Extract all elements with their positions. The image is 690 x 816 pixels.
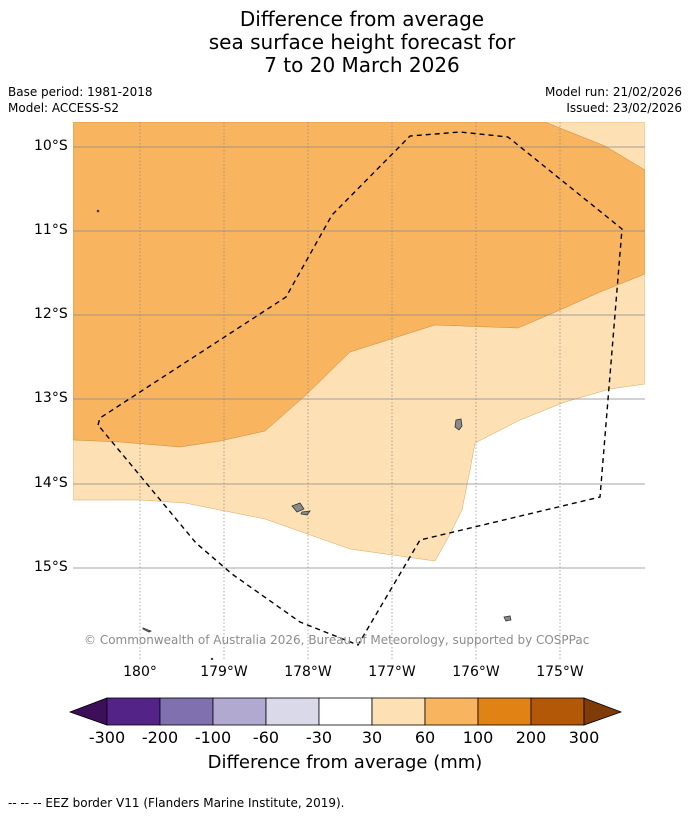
base-period: Base period: 1981-2018: [8, 85, 153, 99]
colorbar-tick: 30: [361, 728, 383, 747]
island-2: [291, 502, 305, 513]
eez-footnote: -- -- -- EEZ border V11 (Flanders Marine…: [8, 796, 345, 810]
map-title: Difference from average sea surface heig…: [0, 8, 690, 77]
map-area: [73, 122, 645, 660]
lat-label-15s: 15°S: [34, 559, 68, 575]
lon-label-177w: 177°W: [368, 664, 416, 680]
model-name: Model: ACCESS-S2: [8, 101, 120, 115]
colorbar-tick: 100: [462, 728, 494, 747]
meta-right: Model run: 21/02/2026 Issued: 23/02/2026: [545, 84, 682, 116]
colorbar-tick: -30: [305, 728, 333, 747]
colorbar-bin-9: [530, 697, 585, 726]
graticule: [73, 122, 645, 660]
island-3: [300, 510, 311, 516]
colorbar: [68, 697, 623, 726]
lon-label-176w: 176°W: [452, 664, 500, 680]
colorbar-tick: 300: [568, 728, 600, 747]
islands: [96, 209, 512, 660]
issued-date: Issued: 23/02/2026: [566, 101, 682, 115]
title-line-2: sea surface height forecast for: [208, 30, 516, 54]
title-line-3: 7 to 20 March 2026: [264, 53, 460, 77]
lat-label-14s: 14°S: [34, 475, 68, 491]
colorbar-tick: -200: [141, 728, 179, 747]
colorbar-bin-1: [106, 697, 161, 726]
lat-label-11s: 11°S: [34, 222, 68, 238]
lon-label-175w: 175°W: [536, 664, 584, 680]
lat-label-12s: 12°S: [34, 306, 68, 322]
title-line-1: Difference from average: [239, 7, 485, 31]
meta-left: Base period: 1981-2018 Model: ACCESS-S2: [8, 84, 153, 116]
island-4: [503, 615, 512, 622]
copyright-credit: © Commonwealth of Australia 2026, Bureau…: [84, 633, 590, 647]
eez-border: [97, 131, 623, 646]
colorbar-bin-3: [212, 697, 267, 726]
island-6: [142, 627, 152, 633]
colorbar-extend-high: [583, 697, 623, 726]
colorbar-bin-8: [477, 697, 532, 726]
colorbar-extend-low: [68, 697, 108, 726]
colorbar-tick: -300: [88, 728, 126, 747]
lat-label-13s: 13°S: [34, 390, 68, 406]
lon-label-178w: 178°W: [284, 664, 332, 680]
colorbar-bin-2: [159, 697, 214, 726]
colorbar-bin-4: [265, 697, 320, 726]
island-1: [454, 418, 463, 431]
island-7: [210, 657, 214, 660]
colorbar-title: Difference from average (mm): [207, 752, 483, 773]
colorbar-bin-7: [424, 697, 479, 726]
lat-label-10s: 10°S: [34, 138, 68, 154]
colorbar-tick: -100: [194, 728, 232, 747]
anomaly-region-60-100: [73, 122, 645, 448]
model-run: Model run: 21/02/2026: [544, 85, 682, 99]
colorbar-tick: 60: [414, 728, 436, 747]
lon-label-179w: 179°W: [200, 664, 248, 680]
island-5: [96, 209, 100, 213]
colorbar-bin-5: [318, 697, 373, 726]
colorbar-bin-6: [371, 697, 426, 726]
colorbar-tick: 200: [515, 728, 547, 747]
colorbar-tick: -60: [252, 728, 280, 747]
lon-label-180: 180°: [123, 664, 157, 680]
